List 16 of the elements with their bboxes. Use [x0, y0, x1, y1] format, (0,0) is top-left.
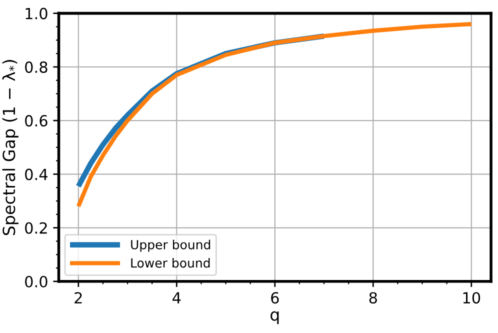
y-axis-title: Spectral Gap (1 − λ$_{*}$)	[2, 60, 18, 236]
y-tick-label: 0.2	[25, 222, 47, 234]
y-tick-label: 0.4	[25, 168, 48, 180]
y-tick-label: 0.6	[25, 115, 48, 127]
y-tick-label: 1.0	[26, 8, 48, 20]
line-series	[76, 22, 474, 208]
x-tick-label: 2	[74, 292, 82, 304]
x-tick-label: 8	[369, 292, 377, 304]
x-tick-label: 10	[463, 292, 480, 304]
y-tick-label: 0.0	[25, 276, 48, 288]
legend-label: Upper bound	[131, 240, 210, 252]
y-tick-label: 0.8	[25, 61, 48, 73]
x-axis-title: q	[270, 311, 279, 324]
legend-label: Lower bound	[131, 258, 210, 268]
x-tick-label: 4	[172, 292, 181, 304]
x-tick-label: 6	[271, 292, 279, 304]
